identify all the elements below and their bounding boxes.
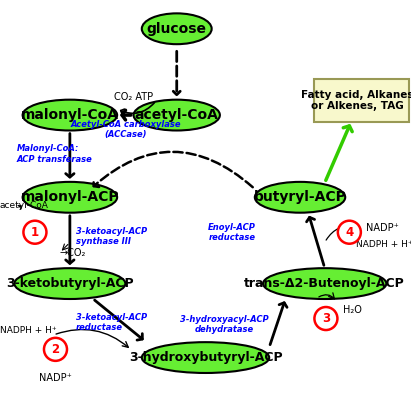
FancyBboxPatch shape bbox=[314, 79, 409, 122]
Text: butyryl-ACP: butyryl-ACP bbox=[254, 190, 346, 204]
Text: Acetyl-CoA carboxylase
(ACCase): Acetyl-CoA carboxylase (ACCase) bbox=[70, 120, 180, 139]
Text: CO₂ ATP: CO₂ ATP bbox=[114, 92, 153, 102]
Text: H₂O: H₂O bbox=[343, 305, 362, 315]
Ellipse shape bbox=[142, 13, 212, 44]
Ellipse shape bbox=[14, 268, 125, 299]
Text: acetyl-CoA: acetyl-CoA bbox=[135, 108, 219, 122]
Text: NADPH + H⁺: NADPH + H⁺ bbox=[356, 240, 411, 249]
Text: 4: 4 bbox=[345, 226, 353, 239]
Ellipse shape bbox=[142, 342, 269, 373]
Text: trans-Δ2-Butenoyl-ACP: trans-Δ2-Butenoyl-ACP bbox=[244, 277, 405, 290]
Text: NADP⁺: NADP⁺ bbox=[39, 373, 72, 383]
Text: →CO₂: →CO₂ bbox=[60, 248, 86, 258]
Text: 3: 3 bbox=[322, 312, 330, 325]
Text: glucose: glucose bbox=[147, 22, 207, 36]
Text: NADP⁺: NADP⁺ bbox=[366, 223, 399, 233]
Circle shape bbox=[338, 221, 361, 244]
Ellipse shape bbox=[255, 182, 345, 213]
Ellipse shape bbox=[23, 182, 117, 213]
Circle shape bbox=[23, 221, 46, 244]
Text: malonyl-CoA: malonyl-CoA bbox=[21, 108, 119, 122]
Text: Enoyl-ACP
reductase: Enoyl-ACP reductase bbox=[208, 222, 256, 242]
Text: NADPH + H⁺: NADPH + H⁺ bbox=[0, 326, 57, 335]
Text: 3-ketobutyryl-ACP: 3-ketobutyryl-ACP bbox=[6, 277, 134, 290]
Text: malonyl-ACP: malonyl-ACP bbox=[21, 190, 119, 204]
Ellipse shape bbox=[134, 100, 220, 131]
Text: 3-hydroxyacyl-ACP
dehydratase: 3-hydroxyacyl-ACP dehydratase bbox=[180, 315, 268, 335]
Text: 3-ketoacyl-ACP
reductase: 3-ketoacyl-ACP reductase bbox=[76, 313, 147, 332]
Circle shape bbox=[44, 338, 67, 361]
Text: 2: 2 bbox=[51, 343, 60, 356]
Circle shape bbox=[314, 307, 337, 330]
Text: Malonyl-CoA:
ACP transferase: Malonyl-CoA: ACP transferase bbox=[16, 144, 92, 164]
Ellipse shape bbox=[23, 100, 117, 131]
Text: Fatty acid, Alkanes
or Alkenes, TAG: Fatty acid, Alkanes or Alkenes, TAG bbox=[301, 90, 411, 111]
Text: 1: 1 bbox=[31, 226, 39, 239]
Text: 3-hydroxybutyryl-ACP: 3-hydroxybutyryl-ACP bbox=[129, 351, 282, 364]
Text: 3-ketoacyl-ACP
synthase III: 3-ketoacyl-ACP synthase III bbox=[76, 226, 147, 246]
Text: acetyl-CoA: acetyl-CoA bbox=[0, 201, 49, 210]
Ellipse shape bbox=[263, 268, 386, 299]
